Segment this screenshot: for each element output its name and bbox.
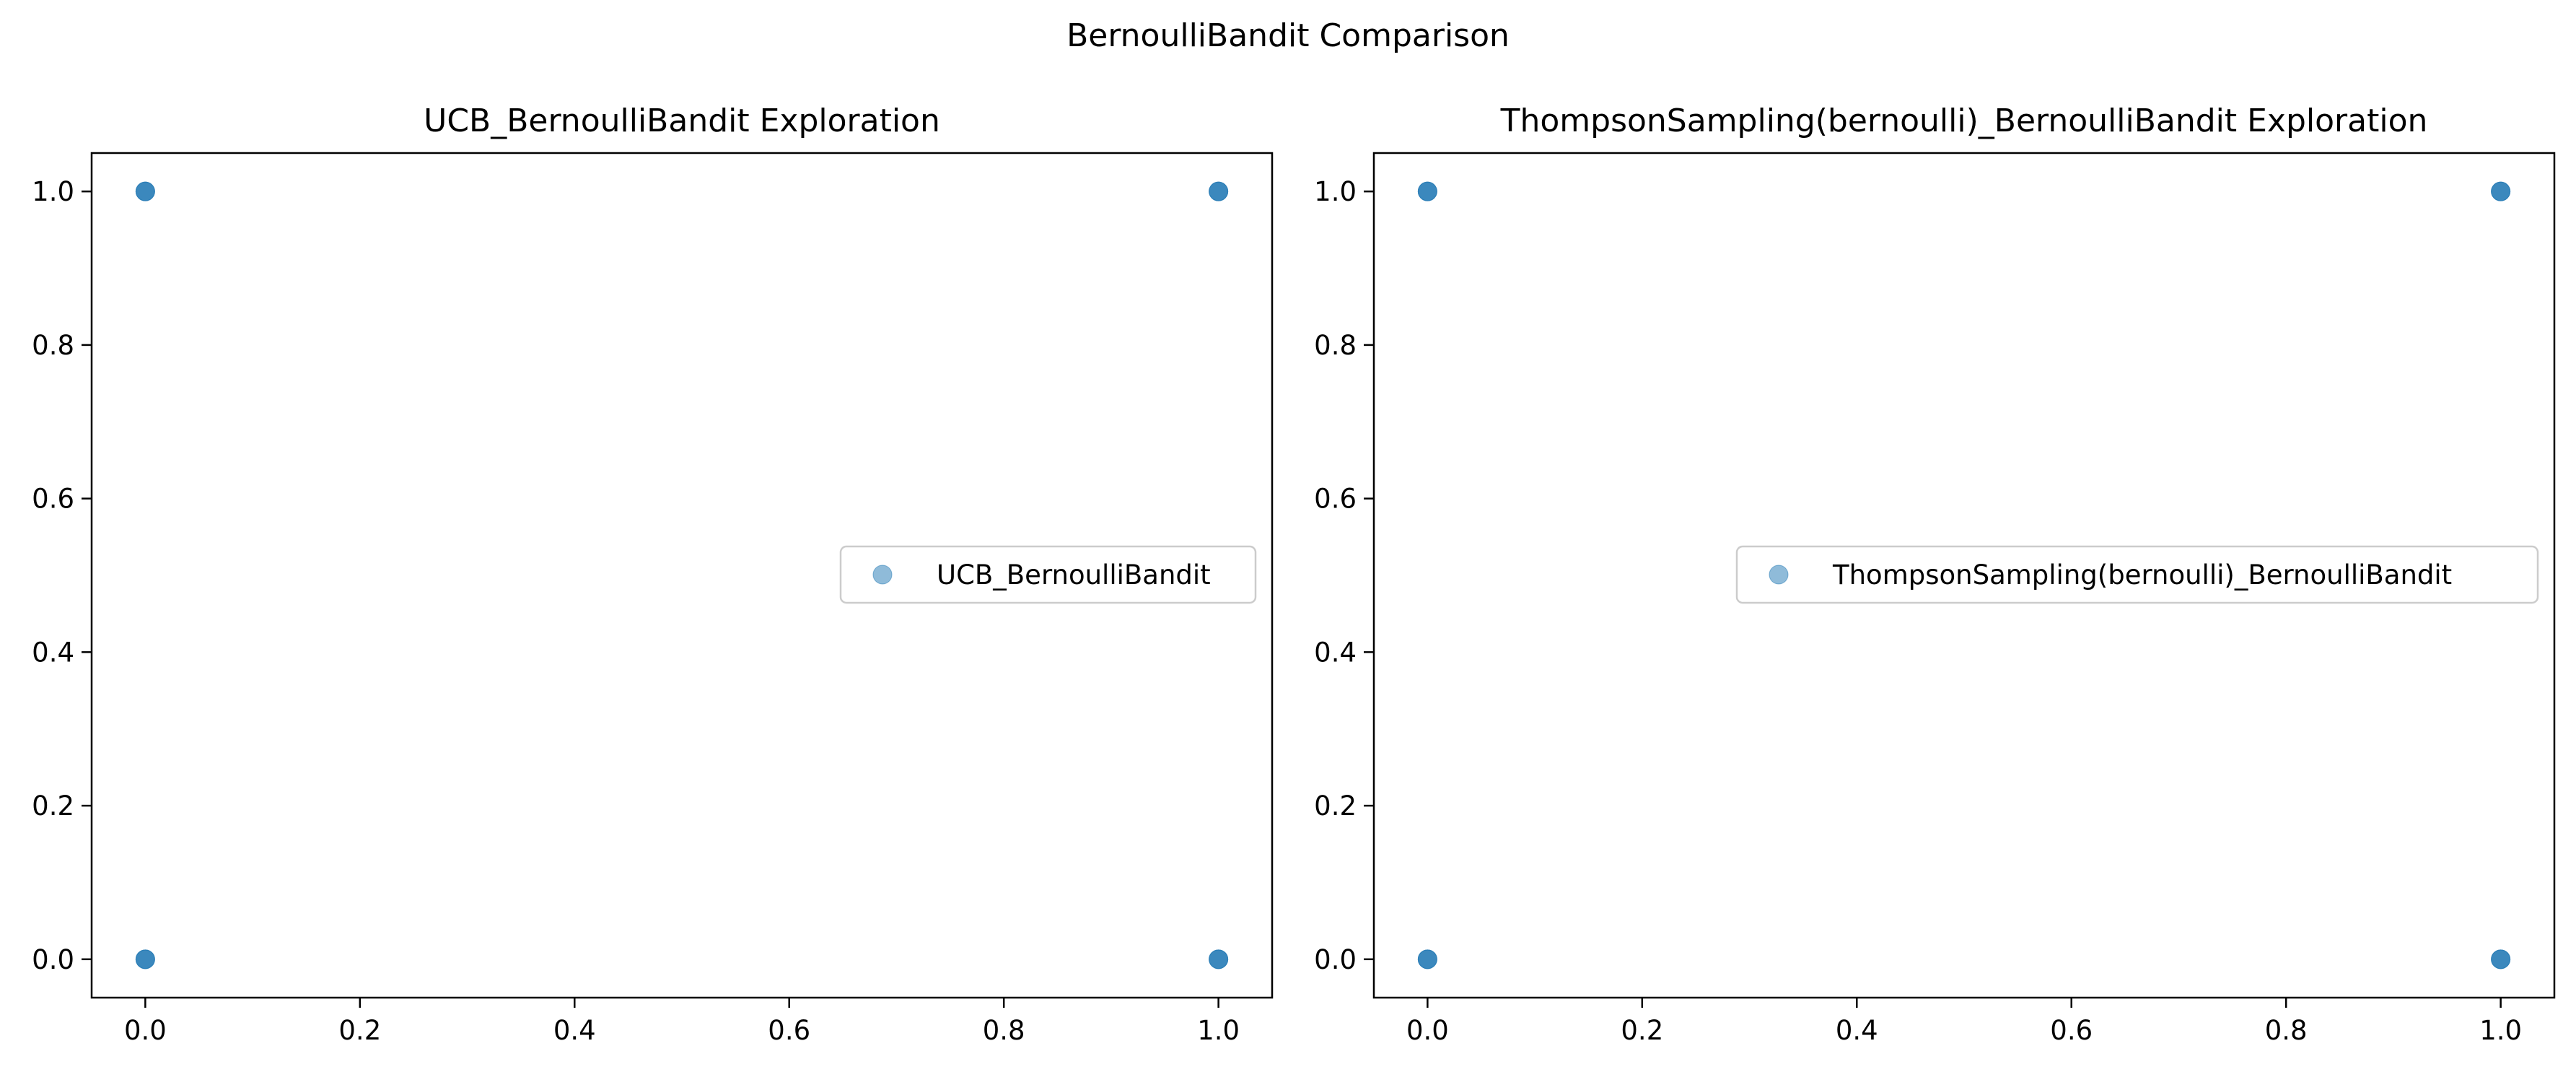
legend: UCB_BernoulliBandit [839,545,1257,604]
y-tick-label: 0.8 [1314,330,1357,361]
y-tick-label: 1.0 [32,176,74,207]
y-tick-label: 0.4 [1314,637,1357,668]
x-tick-label: 1.0 [2479,1015,2522,1046]
axes-frame [1372,152,2556,999]
subplot-title: ThompsonSampling(bernoulli)_BernoulliBan… [1500,103,2428,139]
x-tick-label: 0.6 [2050,1015,2093,1046]
x-tick-label: 0.8 [2265,1015,2308,1046]
x-tick-label: 0.4 [553,1015,596,1046]
y-tick-label: 1.0 [1314,176,1357,207]
y-tick-label: 0.8 [32,330,74,361]
x-tick-label: 0.6 [768,1015,810,1046]
x-tick-label: 0.0 [1406,1015,1449,1046]
y-tick-label: 0.6 [1314,484,1357,515]
x-tick-label: 0.8 [983,1015,1025,1046]
legend-box [1735,545,2539,604]
legend: ThompsonSampling(bernoulli)_BernoulliBan… [1735,545,2539,604]
scatter-point [1417,181,1437,201]
scatter-point [135,949,155,969]
subplot-ucb: UCB_BernoulliBandit Exploration 0.0 0.2 0.4… [32,103,1274,1046]
y-tick-label: 0.2 [32,790,74,822]
x-tick-label: 0.4 [1836,1015,1878,1046]
x-tick-label: 0.2 [338,1015,381,1046]
axes-frame [90,152,1274,999]
legend-label: ThompsonSampling(bernoulli)_BernoulliBan… [1832,559,2452,591]
legend-marker [1769,565,1789,585]
subplot-title: UCB_BernoulliBandit Exploration [424,103,940,139]
scatter-point [1209,181,1229,201]
subplot-thompson-sampling: ThompsonSampling(bernoulli)_BernoulliBan… [1314,103,2556,1046]
y-tick-label: 0.2 [1314,790,1357,822]
legend-label: UCB_BernoulliBandit [937,559,1211,591]
x-tick-label: 0.0 [124,1015,167,1046]
scatter-point [2491,949,2511,969]
figure-title: BernoulliBandit Comparison [1066,17,1510,54]
y-tick-label: 0.0 [32,944,74,975]
legend-box [839,545,1257,604]
y-tick-label: 0.4 [32,637,74,668]
scatter-point [1209,949,1229,969]
legend-marker [872,565,893,585]
x-tick-label: 1.0 [1197,1015,1240,1046]
y-tick-label: 0.6 [32,484,74,515]
scatter-point [1417,949,1437,969]
y-tick-label: 0.0 [1314,944,1357,975]
scatter-point [135,181,155,201]
scatter-point [2491,181,2511,201]
x-tick-label: 0.2 [1621,1015,1663,1046]
